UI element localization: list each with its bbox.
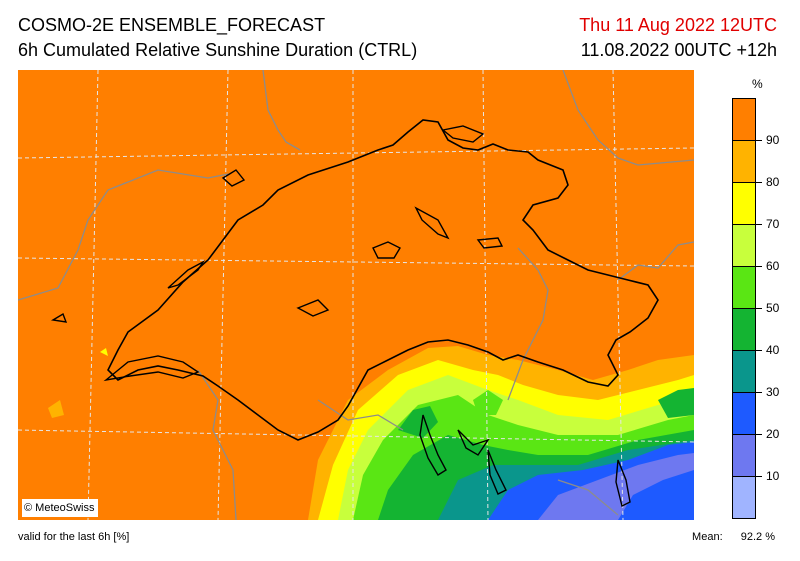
legend-unit: % [752,77,763,91]
map-title: COSMO-2E ENSEMBLE_FORECAST [18,15,326,35]
legend-tick-mark [756,434,762,435]
lake-garda [615,459,631,508]
forecast-map-canvas [18,70,694,520]
lake-neuchatel [167,260,205,289]
legend-swatch [732,140,756,183]
lake-geneva [103,355,200,382]
legend-tick-label: 60 [766,259,780,273]
legend-swatch [732,266,756,309]
lake-lugano [457,429,490,456]
lake-maggiore [419,414,447,476]
legend-tick-mark [756,308,762,309]
graticule [18,70,694,520]
legend-tick-mark [756,350,762,351]
lake-biel [221,169,246,187]
legend-swatch [732,350,756,393]
mean-value: 92.2 % [740,531,775,543]
mean-readout: Mean: 92.2 % [692,531,775,543]
legend-tick-mark [756,392,762,393]
forecast-map: © MeteoSwiss [18,70,694,520]
lake-como [487,449,507,495]
legend-tick-label: 80 [766,175,780,189]
legend-swatch [732,224,756,267]
legend-tick-label: 90 [766,133,780,147]
switzerland-border [107,119,659,441]
mean-label: Mean: [692,531,723,543]
legend-swatch [732,476,756,519]
lake-lucerne [372,241,401,259]
valid-date: Thu 11 Aug 2022 12UTC [579,15,777,35]
legend-tick-label: 40 [766,343,780,357]
legend-tick-label: 50 [766,301,780,315]
lake-small-west [50,312,68,323]
legend-tick-label: 70 [766,217,780,231]
neighbour-borders [18,70,694,520]
lake-zurich [414,206,450,240]
legend-tick-mark [756,140,762,141]
legend-swatch [732,308,756,351]
run-time: 11.08.2022 00UTC +12h [580,40,777,60]
legend-tick-mark [756,476,762,477]
southern-field [48,346,694,520]
validity-note: valid for the last 6h [%] [18,531,130,543]
legend-tick-label: 30 [766,385,780,399]
lake-thun [296,299,330,317]
legend-tick-label: 10 [766,469,780,483]
legend-swatch [732,98,756,141]
legend-swatch [732,392,756,435]
legend-tick-mark [756,266,762,267]
lakes [50,125,631,508]
legend-swatch [732,182,756,225]
legend-swatch [732,434,756,477]
legend-tick-mark [756,182,762,183]
legend-tick-label: 20 [766,427,780,441]
legend-tick-mark [756,224,762,225]
map-subtitle: 6h Cumulated Relative Sunshine Duration … [18,40,418,60]
lake-constance [441,125,485,143]
meteoswiss-credit: © MeteoSwiss [22,499,99,517]
lake-walen [476,237,504,249]
